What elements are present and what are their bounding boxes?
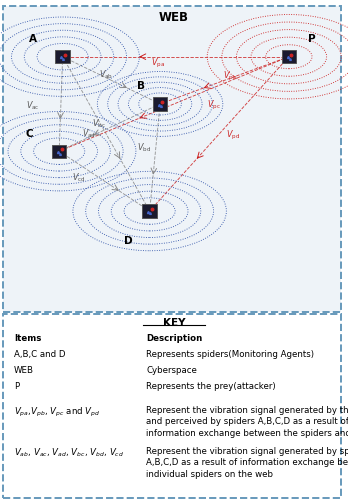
Text: $V_{\mathrm{ad}}$: $V_{\mathrm{ad}}$ — [82, 128, 96, 140]
Text: A,B,C and D: A,B,C and D — [14, 350, 65, 359]
Text: $V_{\mathrm{bc}}$: $V_{\mathrm{bc}}$ — [92, 117, 106, 130]
Text: $V_{\mathrm{pc}}$: $V_{\mathrm{pc}}$ — [207, 99, 221, 112]
Text: Represent the vibration signal generated by the prey P
and perceived by spiders : Represent the vibration signal generated… — [146, 406, 348, 438]
Text: $V_{\mathrm{pd}}$: $V_{\mathrm{pd}}$ — [226, 129, 240, 142]
Text: $V_{pa}$,$V_{pb}$, $V_{pc}$ and $V_{pd}$: $V_{pa}$,$V_{pb}$, $V_{pc}$ and $V_{pd}$ — [14, 406, 100, 419]
Text: $V_{\mathrm{cd}}$: $V_{\mathrm{cd}}$ — [72, 172, 85, 184]
Text: D: D — [125, 236, 133, 246]
Text: $V_{\mathrm{pb}}$: $V_{\mathrm{pb}}$ — [222, 70, 237, 83]
Text: Cyberspace: Cyberspace — [146, 366, 197, 375]
Bar — [52, 144, 66, 158]
Bar — [55, 50, 70, 64]
Text: $V_{\mathrm{ac}}$: $V_{\mathrm{ac}}$ — [26, 100, 40, 112]
Text: C: C — [26, 129, 33, 139]
Text: Represent the vibration signal generated by spiders
A,B,C,D as a result of infor: Represent the vibration signal generated… — [146, 447, 348, 478]
Bar — [282, 50, 296, 64]
Text: $V_{\mathrm{bd}}$: $V_{\mathrm{bd}}$ — [137, 142, 151, 154]
Text: Represents the prey(attacker): Represents the prey(attacker) — [146, 382, 276, 391]
Text: WEB: WEB — [14, 366, 34, 375]
Text: A: A — [29, 34, 37, 44]
Text: $V_{\mathrm{ab}}$: $V_{\mathrm{ab}}$ — [99, 68, 113, 81]
Text: KEY: KEY — [163, 318, 185, 328]
Text: P: P — [14, 382, 19, 391]
Bar — [153, 98, 167, 110]
Text: Items: Items — [14, 334, 41, 343]
Bar — [142, 204, 157, 218]
Text: $V_{\mathrm{pa}}$: $V_{\mathrm{pa}}$ — [151, 56, 165, 70]
Text: WEB: WEB — [159, 11, 189, 24]
Text: B: B — [137, 80, 145, 90]
Text: Description: Description — [146, 334, 203, 343]
Text: P: P — [308, 34, 315, 44]
Text: Represents spiders(Monitoring Agents): Represents spiders(Monitoring Agents) — [146, 350, 314, 359]
Text: $V_{ab}$, $V_{ac}$, $V_{ad}$, $V_{bc}$, $V_{bd}$, $V_{cd}$: $V_{ab}$, $V_{ac}$, $V_{ad}$, $V_{bc}$, … — [14, 447, 124, 460]
